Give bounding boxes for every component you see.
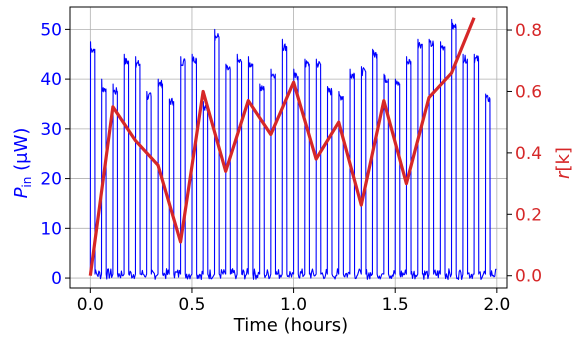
x-tick-label-3: 1.5 bbox=[382, 295, 409, 315]
y-left-label-unit: (μW) bbox=[11, 128, 32, 177]
x-axis-label: Time (hours) bbox=[233, 315, 348, 336]
y-right-tick-label-2: 0.4 bbox=[515, 144, 542, 164]
y-right-tick-label-1: 0.2 bbox=[515, 205, 542, 225]
y-left-label-main: P bbox=[11, 187, 32, 198]
x-tick-label-0: 0.0 bbox=[77, 295, 104, 315]
y-left-axis-label: Pin (μW) bbox=[11, 128, 34, 199]
x-tick-label-4: 2.0 bbox=[483, 295, 510, 315]
y-left-tick-label-1: 10 bbox=[40, 219, 62, 239]
x-tick-label-2: 1.0 bbox=[280, 295, 307, 315]
y-right-axis-ticks: 0.0 0.2 0.4 0.6 0.8 bbox=[507, 21, 542, 287]
y-right-label-main: r bbox=[553, 170, 574, 179]
grid bbox=[70, 7, 507, 288]
y-left-axis-ticks: 0 10 20 30 40 50 bbox=[40, 20, 70, 289]
y-right-tick-label-3: 0.6 bbox=[515, 82, 542, 102]
ratio-series bbox=[88, 17, 476, 276]
power-series bbox=[89, 18, 497, 281]
power-line bbox=[89, 18, 497, 281]
x-axis-ticks: 0.0 0.5 1.0 1.5 2.0 bbox=[77, 288, 510, 315]
y-right-label-suffix: [k] bbox=[553, 147, 574, 171]
y-left-tick-label-3: 30 bbox=[40, 120, 62, 140]
plot-frame bbox=[69, 6, 508, 289]
y-left-tick-label-5: 50 bbox=[40, 20, 62, 40]
y-left-tick-label-4: 40 bbox=[40, 70, 62, 90]
x-tick-label-1: 0.5 bbox=[178, 295, 205, 315]
ratio-line bbox=[88, 17, 476, 276]
y-left-tick-label-2: 20 bbox=[40, 170, 62, 190]
y-left-label-sub: in bbox=[20, 177, 34, 188]
plot-border bbox=[69, 6, 508, 289]
y-right-axis-label: r[k] bbox=[553, 147, 574, 179]
y-right-tick-label-0: 0.0 bbox=[515, 267, 542, 287]
y-left-tick-label-0: 0 bbox=[51, 269, 62, 289]
y-right-tick-label-4: 0.8 bbox=[515, 21, 542, 41]
